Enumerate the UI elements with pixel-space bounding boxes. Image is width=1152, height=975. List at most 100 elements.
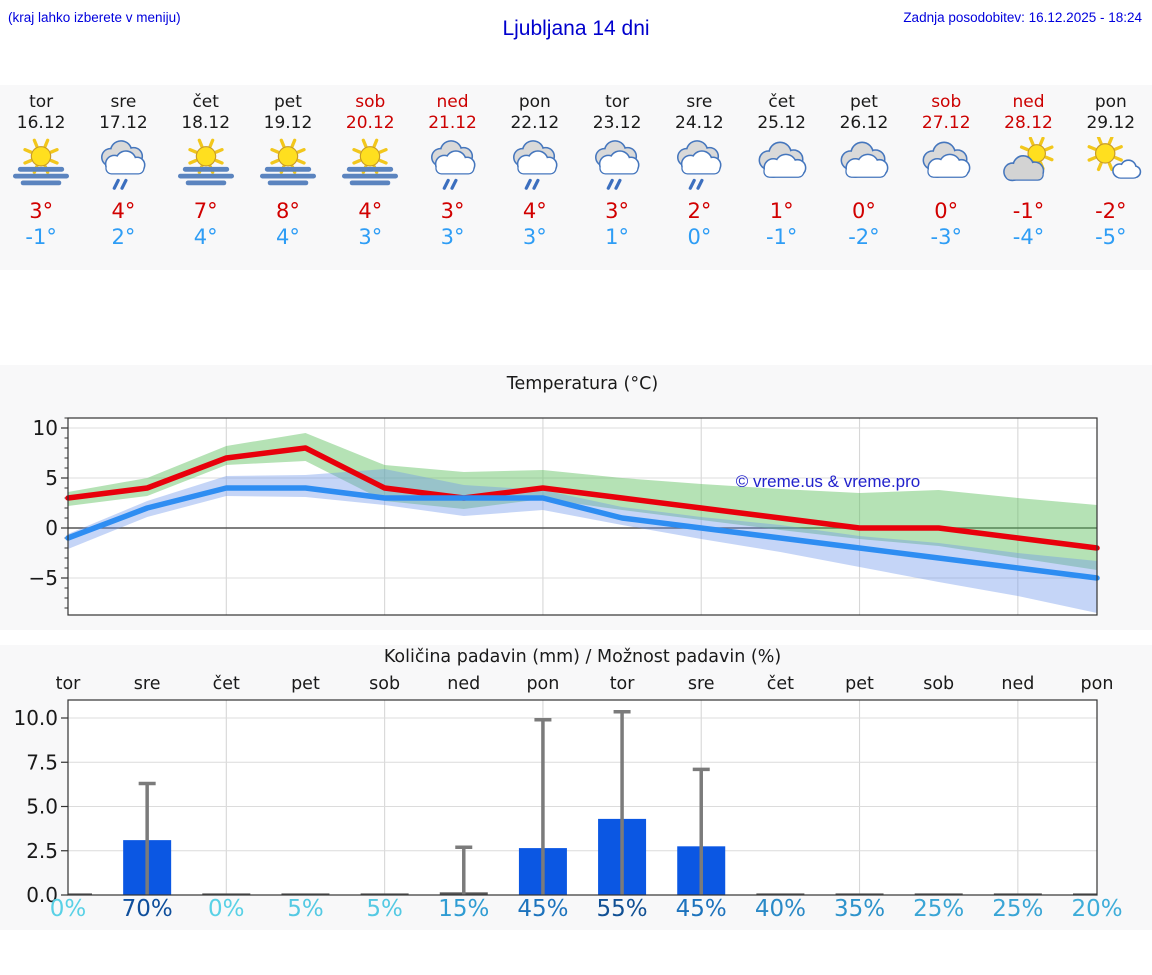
- temp-min: -4°: [1012, 224, 1045, 249]
- day-date: 20.12: [345, 113, 395, 134]
- rain-icon: [430, 139, 476, 190]
- precip-day-label: sob: [923, 674, 954, 694]
- temp-min: 2°: [111, 224, 136, 249]
- weather-icon: [741, 137, 823, 195]
- weather-icon: [411, 137, 493, 195]
- weather-icon: [576, 137, 658, 195]
- min temperature-band: [68, 469, 1097, 613]
- day-date: 24.12: [675, 113, 724, 134]
- precipitation-plot: 0.0 2.5 5.0 7.5 10.0 tor sre čet pet sob ned pon tor…: [13, 674, 1122, 922]
- day-column: čet 25.12 1° -1°: [741, 85, 823, 270]
- weather-icon: [905, 137, 987, 195]
- day-column: tor 16.12 3° -1°: [0, 85, 82, 270]
- day-column: sre 24.12 2° 0°: [658, 85, 740, 270]
- day-column: sob 27.12 0° -3°: [905, 85, 987, 270]
- day-strip: tor 16.12 3° -1° sre 17.12 4° 2° čet 18.12 7° 4°…: [0, 85, 1152, 270]
- temp-min: 3°: [522, 224, 547, 249]
- page-title: Ljubljana 14 dni: [502, 17, 650, 40]
- day-name: sre: [686, 92, 713, 112]
- day-date: 17.12: [99, 113, 148, 134]
- precip-probability-label: 55%: [597, 896, 648, 922]
- temp-max: 2°: [687, 198, 712, 223]
- svg-text:−5: −5: [29, 566, 58, 590]
- sun-fog-icon: [342, 138, 399, 185]
- weather-icon: [1070, 135, 1152, 195]
- precip-day-label: tor: [610, 674, 636, 694]
- cloudy-icon: [840, 141, 889, 178]
- temp-max: 0°: [852, 198, 876, 223]
- precip-probability-label: 25%: [913, 896, 964, 922]
- day-name: pon: [1094, 92, 1127, 112]
- svg-text:5: 5: [45, 466, 58, 490]
- day-date: 27.12: [921, 113, 971, 134]
- precip-day-label: ned: [1001, 674, 1034, 694]
- temp-max: 8°: [276, 198, 300, 223]
- precip-day-label: pet: [291, 674, 320, 694]
- day-name: ned: [1012, 92, 1045, 112]
- day-date: 29.12: [1086, 113, 1136, 134]
- svg-text:10.0: 10.0: [13, 706, 58, 730]
- temp-max: 4°: [111, 198, 136, 223]
- precipitation-chart-title: Količina padavin (mm) / Možnost padavin …: [383, 647, 782, 667]
- precipitation-chart: Količina padavin (mm) / Možnost padavin …: [0, 645, 1152, 930]
- max temperature-band: [68, 433, 1097, 570]
- svg-text:0.0: 0.0: [26, 883, 58, 907]
- temp-max: 1°: [769, 198, 794, 223]
- weather-icon: [987, 136, 1069, 195]
- temp-max: 3°: [440, 198, 465, 223]
- day-date: 26.12: [839, 113, 889, 134]
- precip-day-label: pon: [1081, 674, 1114, 694]
- precip-day-label: tor: [56, 674, 82, 694]
- temp-min: 3°: [440, 224, 465, 249]
- precip-probability-label: 20%: [1071, 896, 1122, 922]
- rain-icon: [512, 139, 558, 190]
- precip-day-label: sob: [369, 674, 400, 694]
- sun-cloud-icon: [1002, 136, 1054, 181]
- weather-icon: [823, 137, 905, 195]
- svg-text:2.5: 2.5: [26, 839, 58, 863]
- precip-probability-label: 0%: [50, 896, 87, 922]
- cloudy-icon: [758, 141, 807, 178]
- temp-min: -1°: [25, 224, 57, 249]
- day-name: sob: [355, 92, 386, 112]
- day-date: 16.12: [16, 113, 66, 134]
- temp-max: 4°: [522, 198, 547, 223]
- day-column: ned 21.12 3° 3°: [411, 85, 493, 270]
- temp-min: -3°: [930, 224, 962, 249]
- precip-day-label: ned: [447, 674, 480, 694]
- svg-text:7.5: 7.5: [26, 750, 58, 774]
- precip-probability-label: 70%: [122, 896, 173, 922]
- precip-probability-label: 45%: [517, 896, 568, 922]
- weather-icon: [165, 137, 247, 195]
- temp-max: 0°: [934, 198, 959, 223]
- last-update-label: Zadnja posodobitev: 16.12.2025 - 18:24: [903, 10, 1142, 25]
- day-name: sre: [110, 92, 137, 112]
- weather-icon: [82, 137, 164, 195]
- weather-icon: [494, 137, 576, 195]
- temp-min: -2°: [848, 224, 880, 249]
- rain-icon: [595, 139, 640, 190]
- temperature-plot: 10 5 0 −5 © vreme.us & vreme.pro: [29, 416, 1100, 616]
- min temperature-line: [65, 485, 1100, 581]
- max temperature-line: [65, 445, 1100, 551]
- temp-min: -1°: [765, 224, 798, 249]
- temperature-chart-title: Temperatura (°C): [506, 374, 659, 394]
- sun-fog-icon: [13, 138, 70, 185]
- rain-icon: [101, 139, 146, 190]
- precip-day-label: pet: [845, 674, 874, 694]
- day-name: čet: [192, 92, 219, 112]
- precip-probability-label: 5%: [366, 896, 403, 922]
- temperature-chart: Temperatura (°C) 10 5 0 −5 © vreme.us & vrem…: [0, 365, 1152, 630]
- day-column: ned 28.12 -1° -4°: [987, 85, 1069, 270]
- temp-max: -1°: [1012, 198, 1045, 223]
- day-name: tor: [29, 92, 54, 112]
- precip-probability-label: 5%: [287, 896, 324, 922]
- day-name: pet: [849, 92, 878, 112]
- svg-text:5.0: 5.0: [26, 795, 58, 819]
- day-date: 21.12: [428, 113, 477, 134]
- day-date: 25.12: [757, 113, 806, 134]
- day-column: čet 18.12 7° 4°: [165, 85, 247, 270]
- temp-max: 3°: [29, 198, 54, 223]
- precip-day-label: čet: [767, 674, 794, 694]
- precip-day-label: pon: [526, 674, 559, 694]
